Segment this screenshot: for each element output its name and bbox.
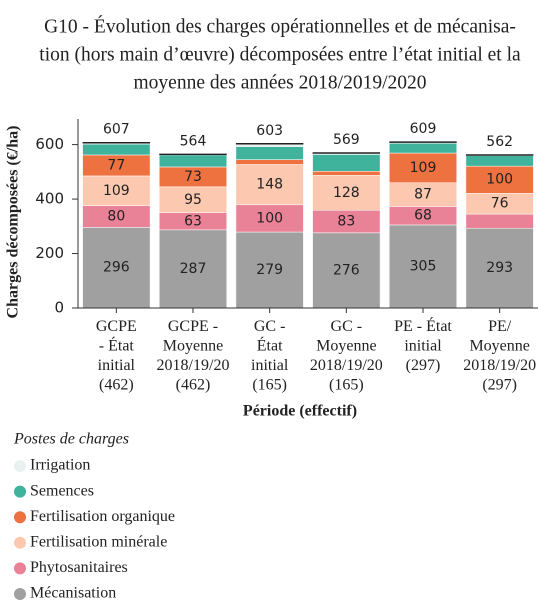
x-tick-line: (165) <box>252 376 287 393</box>
bar-segment <box>235 146 304 160</box>
x-tick-line: initial <box>404 337 442 354</box>
x-tick-label: GC - Moyenne 2018/19/20 (165) <box>310 318 383 394</box>
bar-segment <box>465 165 534 194</box>
x-tick-line: GCPE - <box>168 318 218 335</box>
x-tick-label: GCPE - État initial (462) <box>96 318 137 394</box>
chart-title: tion (hors main d’œuvre) décomposées ent… <box>39 44 521 65</box>
bar-segment <box>389 152 457 183</box>
x-tick-line: 2018/19/20 <box>157 357 230 374</box>
total-label: 609 <box>410 121 437 137</box>
x-tick-line: Moyenne <box>316 337 376 354</box>
x-tick-line: (165) <box>329 376 364 393</box>
bar-segment <box>389 143 457 154</box>
legend-marker <box>14 588 26 600</box>
x-tick-line: 2018/19/20 <box>463 357 536 374</box>
legend-label: Fertilisation organique <box>30 508 175 525</box>
total-label: 607 <box>103 122 130 138</box>
bar-segment <box>235 164 304 206</box>
legend-title: Postes de charges <box>13 431 129 448</box>
x-tick-line: PE - État <box>394 316 452 335</box>
y-tick-label: 200 <box>35 244 64 262</box>
legend-label: Semences <box>30 482 94 499</box>
data-label: 296 <box>103 260 130 276</box>
data-label: 80 <box>107 209 125 225</box>
legend-label: Fertilisation minérale <box>30 533 167 550</box>
legend-marker <box>14 562 26 575</box>
y-tick-label: 0 <box>54 299 64 317</box>
data-label: 76 <box>491 196 509 212</box>
x-tick-line: (297) <box>406 357 441 374</box>
data-label: 148 <box>256 177 283 193</box>
data-label: 279 <box>256 262 283 278</box>
x-tick-line: initial <box>98 357 136 374</box>
data-label: 305 <box>410 258 437 274</box>
data-label: 109 <box>103 183 130 199</box>
data-label: 73 <box>184 169 202 185</box>
x-tick-line: (297) <box>482 376 517 393</box>
total-label: 564 <box>180 133 207 149</box>
bar-segment <box>312 171 381 176</box>
x-tick-label: PE - État initial (297) <box>394 316 452 374</box>
data-label: 68 <box>414 208 432 224</box>
bar-segment <box>312 175 381 211</box>
x-tick-line: Moyenne <box>163 337 223 354</box>
legend-label: Phytosanitaires <box>30 559 128 576</box>
x-tick-line: - État <box>99 335 135 354</box>
data-label: 63 <box>184 213 202 229</box>
y-tick-label: 600 <box>35 135 64 153</box>
legend-marker <box>14 485 26 498</box>
data-label: 87 <box>414 187 432 203</box>
bar-segment <box>312 154 381 172</box>
data-label: 95 <box>184 192 202 208</box>
bar-segment <box>159 154 227 168</box>
bar-segment <box>235 204 304 233</box>
x-tick-line: GC - <box>331 318 363 335</box>
data-label: 100 <box>256 210 283 226</box>
y-axis-title: Charges décomposées (€/ha) <box>5 126 22 319</box>
bar-segment <box>465 213 534 229</box>
legend-label: Mécanisation <box>30 585 116 602</box>
x-tick-line: 2018/19/20 <box>310 357 383 374</box>
total-label: 603 <box>256 123 283 139</box>
x-tick-label: PE/Moyenne 2018/19/20 (297) <box>463 318 536 394</box>
legend-marker <box>14 536 26 549</box>
bar-segment <box>465 155 534 167</box>
x-tick-line: GCPE <box>96 318 137 335</box>
legend-label: Irrigation <box>30 457 90 474</box>
legend-marker <box>14 460 26 472</box>
x-tick-line: (462) <box>99 376 134 393</box>
bar-segment <box>312 232 381 309</box>
bar-segment <box>82 227 151 309</box>
data-label: 77 <box>107 157 125 173</box>
x-tick-line: État <box>257 335 283 354</box>
chart-title: G10 - Évolution des charges opérationnel… <box>44 15 516 37</box>
data-label: 287 <box>180 261 207 277</box>
x-axis-title: Période (effectif) <box>243 403 357 420</box>
bar-segment <box>389 224 457 309</box>
chart-title: moyenne des années 2018/2019/2020 <box>134 72 427 93</box>
x-tick-label: GC -État initial (165) <box>251 318 289 394</box>
y-tick-label: 400 <box>35 190 64 208</box>
data-label: 83 <box>337 214 355 230</box>
legend-marker <box>14 511 26 524</box>
total-label: 562 <box>486 134 513 150</box>
data-label: 293 <box>486 260 513 276</box>
data-label: 128 <box>333 185 360 201</box>
x-tick-line: PE/ <box>488 318 512 335</box>
data-label: 276 <box>333 262 360 278</box>
bar-segment <box>82 175 151 206</box>
total-label: 569 <box>333 132 360 148</box>
data-label: 100 <box>486 172 513 188</box>
bar-segment <box>82 143 151 156</box>
data-label: 109 <box>410 160 437 176</box>
bar-segment <box>235 159 304 165</box>
x-tick-line: GC - <box>254 318 286 335</box>
x-tick-line: Moyenne <box>469 337 529 354</box>
x-tick-line: initial <box>251 357 289 374</box>
x-tick-line: (462) <box>176 376 211 393</box>
x-tick-label: GCPE - Moyenne 2018/19/20 (462) <box>157 318 230 394</box>
